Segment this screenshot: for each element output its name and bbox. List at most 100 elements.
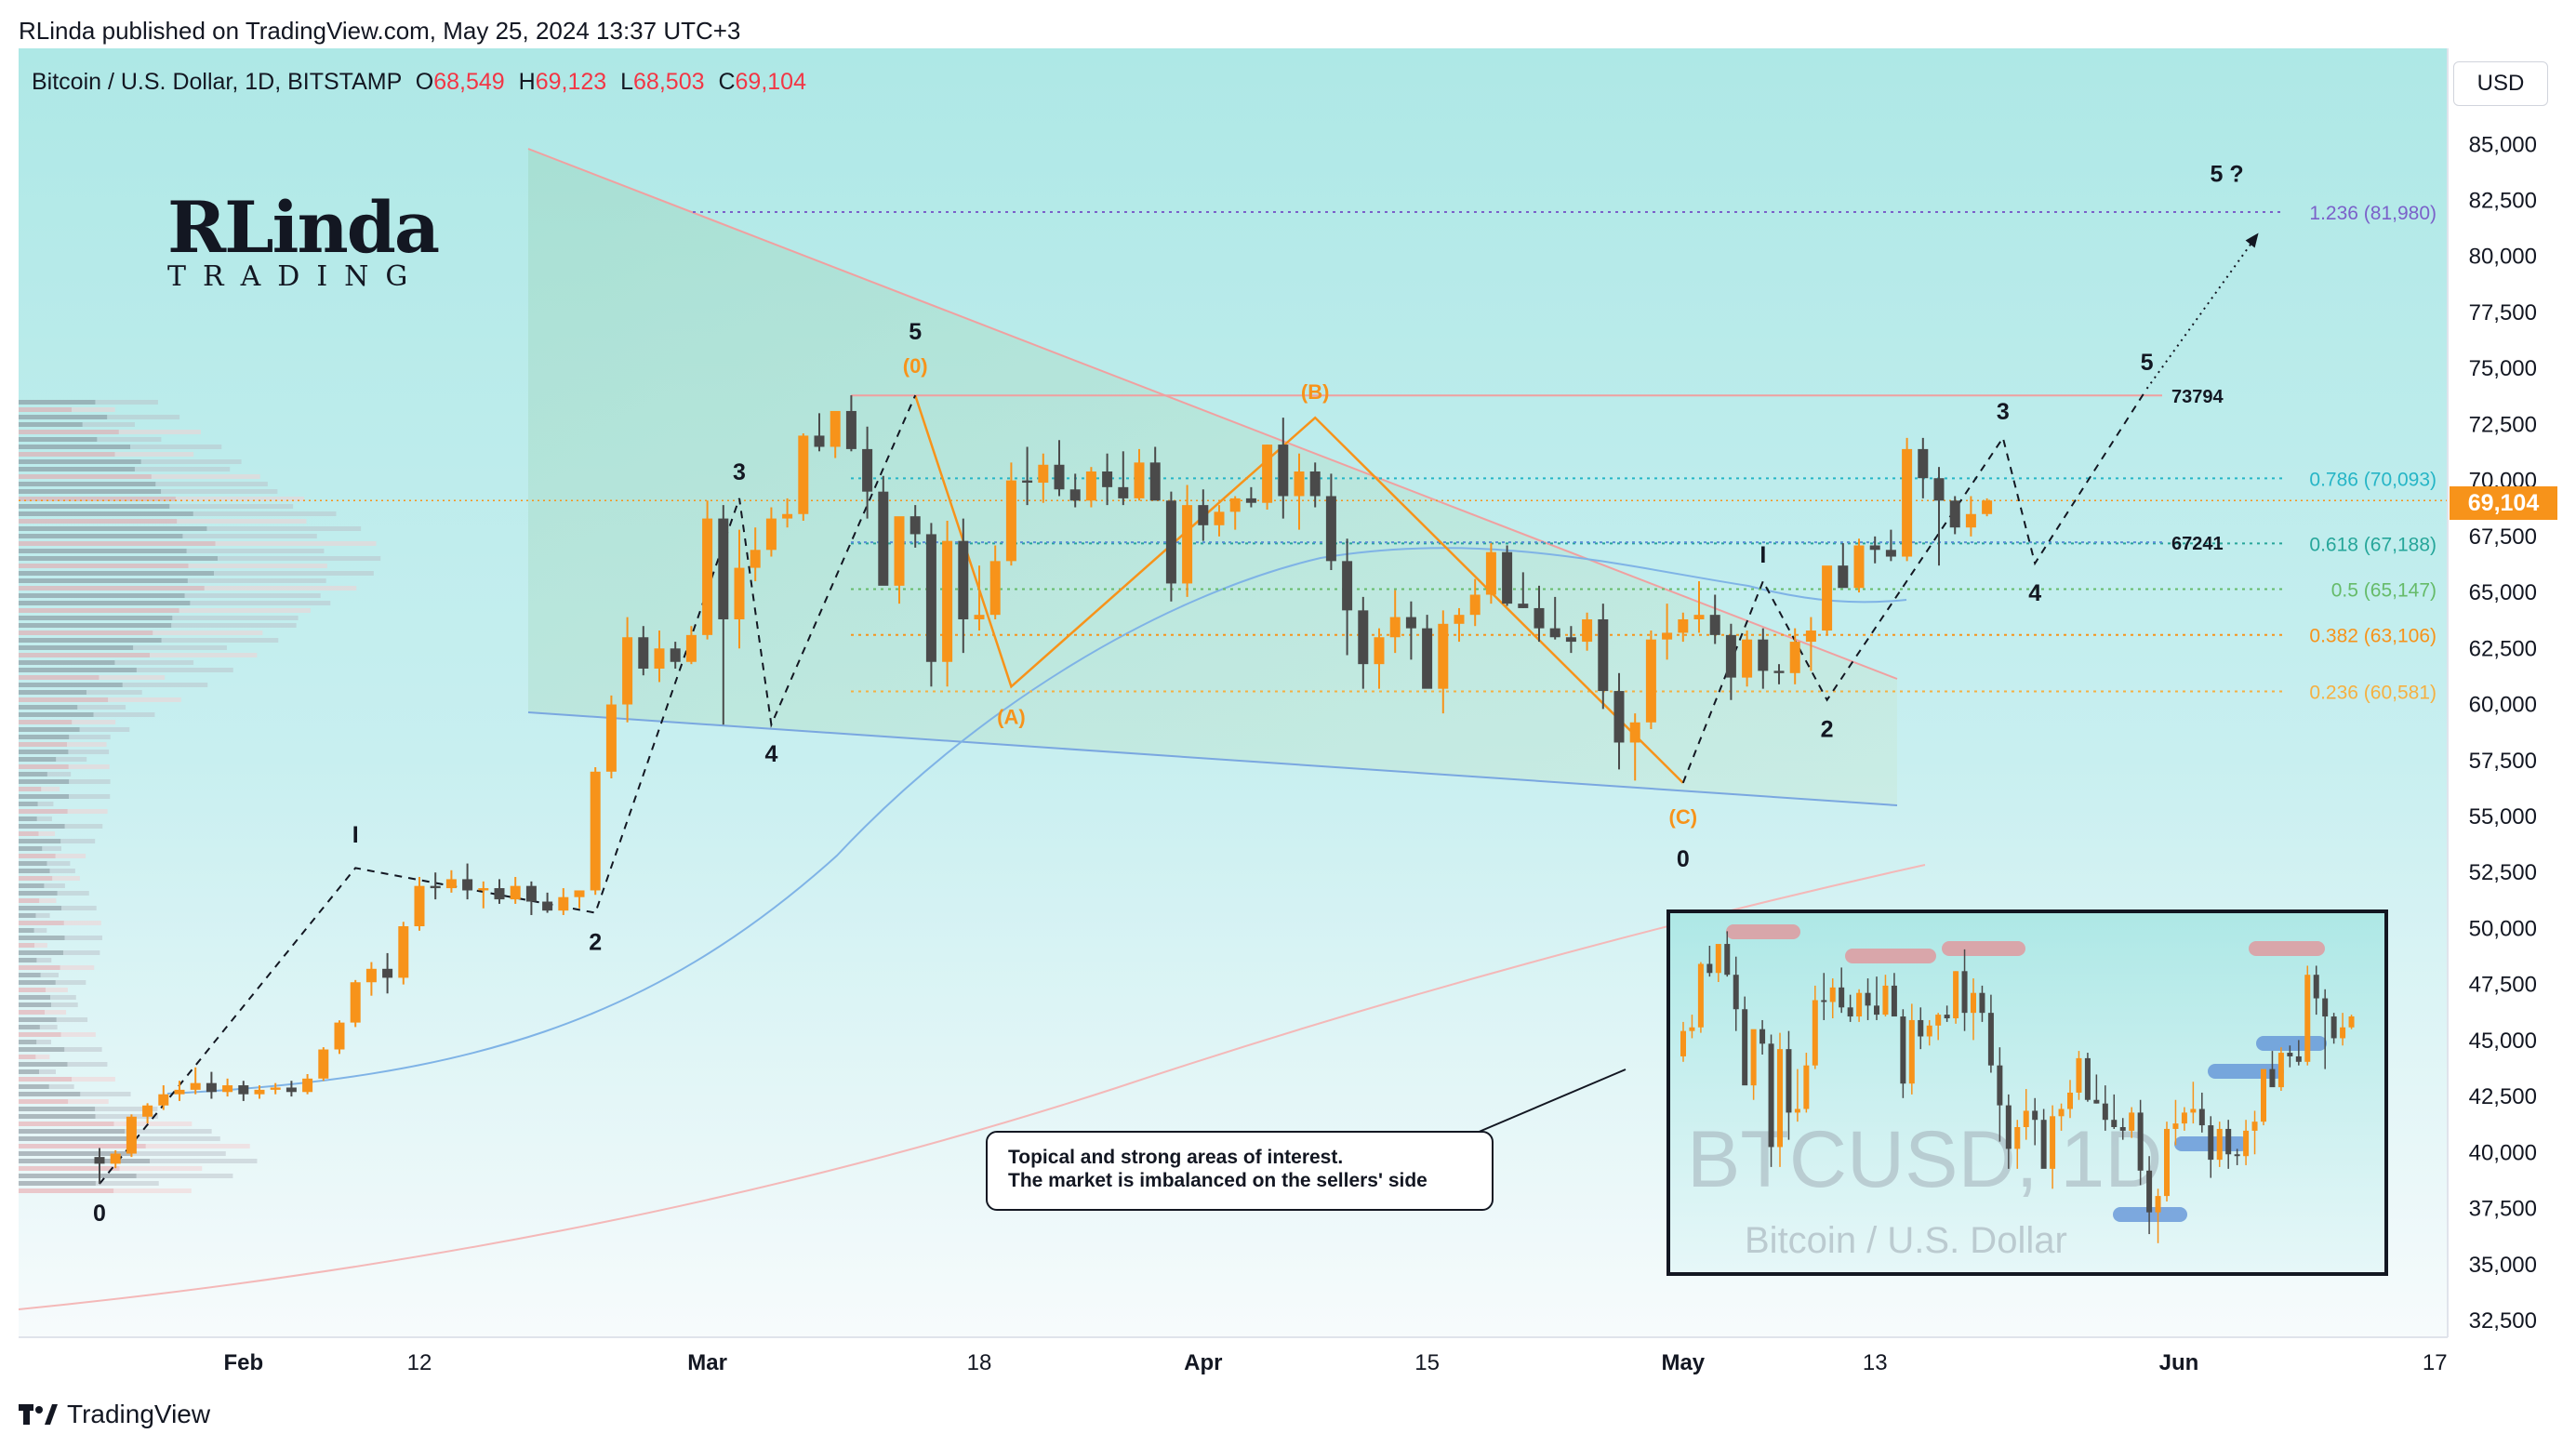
inset-candle-body [1971, 992, 1976, 1014]
volume-bar [93, 712, 155, 717]
candle [1149, 446, 1161, 501]
volume-bar [67, 1062, 108, 1067]
candle-body [1773, 670, 1785, 673]
logo-line1: RLinda [167, 186, 440, 269]
volume-bar [19, 958, 37, 962]
volume-bar [19, 616, 173, 620]
candle-body [302, 1078, 313, 1093]
candle [685, 626, 697, 665]
volume-bar [19, 668, 137, 672]
volume-bar [136, 668, 233, 672]
volume-bar [72, 407, 115, 412]
inset-candle-body [2304, 975, 2311, 1062]
candle-body [862, 448, 873, 492]
wave-label: 2 [1821, 717, 1834, 743]
candle-body [1645, 639, 1656, 723]
open-value: 68,549 [433, 69, 505, 95]
ma-pink-line [18, 864, 1926, 1310]
price-tick-label: 82,500 [2469, 189, 2537, 214]
volume-bar [19, 988, 46, 992]
volume-bar [218, 556, 381, 561]
tradingview-brand[interactable]: TradingView [19, 1400, 210, 1429]
volume-bar [19, 467, 135, 471]
volume-bar [204, 586, 357, 591]
candle-body [622, 637, 633, 705]
candle [318, 1047, 329, 1082]
volume-bar [63, 950, 100, 955]
candle-body [1165, 500, 1176, 584]
volume-bar [40, 973, 59, 977]
symbol-name[interactable]: Bitcoin / U.S. Dollar, 1D, BITSTAMP [32, 69, 402, 95]
candle [382, 952, 393, 994]
volume-bar [64, 936, 102, 940]
candle [1885, 529, 1896, 562]
candle [862, 426, 873, 519]
volume-bar [140, 459, 242, 464]
volume-bar [125, 1129, 212, 1134]
inset-support-marker [2256, 1036, 2327, 1051]
volume-bar [60, 839, 96, 843]
volume-bar [19, 1144, 146, 1148]
volume-bar [37, 802, 54, 806]
candle [1822, 565, 1833, 635]
time-tick-label: May [1661, 1350, 1705, 1375]
inset-candle-body [2287, 1053, 2293, 1056]
volume-bar [19, 1107, 96, 1111]
inset-candle-body [1944, 1015, 1950, 1018]
volume-bar [19, 1174, 137, 1178]
volume-bar [35, 913, 50, 918]
candle-body [1038, 464, 1049, 484]
volume-bar [19, 1040, 37, 1044]
volume-bar [19, 965, 60, 970]
inset-candle-body [2102, 1103, 2108, 1121]
inset-candle-body [1680, 1030, 1686, 1056]
inset-candle-body [2269, 1069, 2276, 1088]
candle [750, 527, 761, 582]
volume-bar [19, 1181, 96, 1186]
volume-bar [66, 742, 107, 747]
volume-bar [132, 1151, 226, 1156]
candle-body [1389, 617, 1401, 638]
volume-bar [19, 973, 41, 977]
candle-body [1598, 618, 1609, 692]
candle [1773, 664, 1785, 684]
callout-box: Topical and strong areas of interest. Th… [986, 1131, 1494, 1211]
volume-bar [188, 564, 327, 568]
inset-candle-body [2005, 1105, 2012, 1149]
price-tick-label: 37,500 [2469, 1197, 2537, 1222]
volume-bar [19, 980, 56, 985]
candle-body [1805, 631, 1816, 643]
projection-dotted [2145, 237, 2256, 390]
volume-bar [186, 549, 325, 553]
price-tick-label: 32,500 [2469, 1308, 2537, 1334]
price-axis[interactable]: 85,00082,50080,00077,50075,00072,50070,0… [2469, 132, 2537, 1334]
horizontal-level-label: 73794 [2171, 387, 2224, 407]
currency-button[interactable]: USD [2453, 61, 2548, 106]
inset-candle-body [1829, 987, 1836, 1002]
triangle-lower-line [527, 711, 1898, 806]
candle-body [1933, 478, 1945, 501]
candle [765, 507, 777, 557]
time-axis[interactable]: Feb 12 Mar 18 Apr 15 May 13 Jun 17 [223, 1350, 2447, 1375]
volume-bar [179, 608, 311, 613]
candle [1325, 473, 1336, 570]
volume-bar [19, 601, 191, 605]
candle-body [142, 1105, 153, 1117]
candle-body [1693, 615, 1705, 619]
candle-body [1102, 471, 1113, 487]
volume-bar [95, 1107, 158, 1111]
volume-bar [19, 489, 162, 494]
candle [1054, 440, 1065, 497]
high-label: H [518, 69, 536, 95]
candle-body [238, 1085, 249, 1095]
wave-label: I [352, 822, 359, 848]
volume-bar [19, 422, 83, 427]
inset-candle-body [2093, 1099, 2100, 1104]
candle-body [1502, 551, 1513, 604]
inset-candle-body [2261, 1069, 2266, 1122]
time-tick-label: Apr [1184, 1350, 1222, 1375]
candle-body [1085, 471, 1096, 501]
candle [302, 1074, 313, 1095]
volume-bar [56, 1017, 88, 1022]
candle-body [654, 648, 665, 669]
